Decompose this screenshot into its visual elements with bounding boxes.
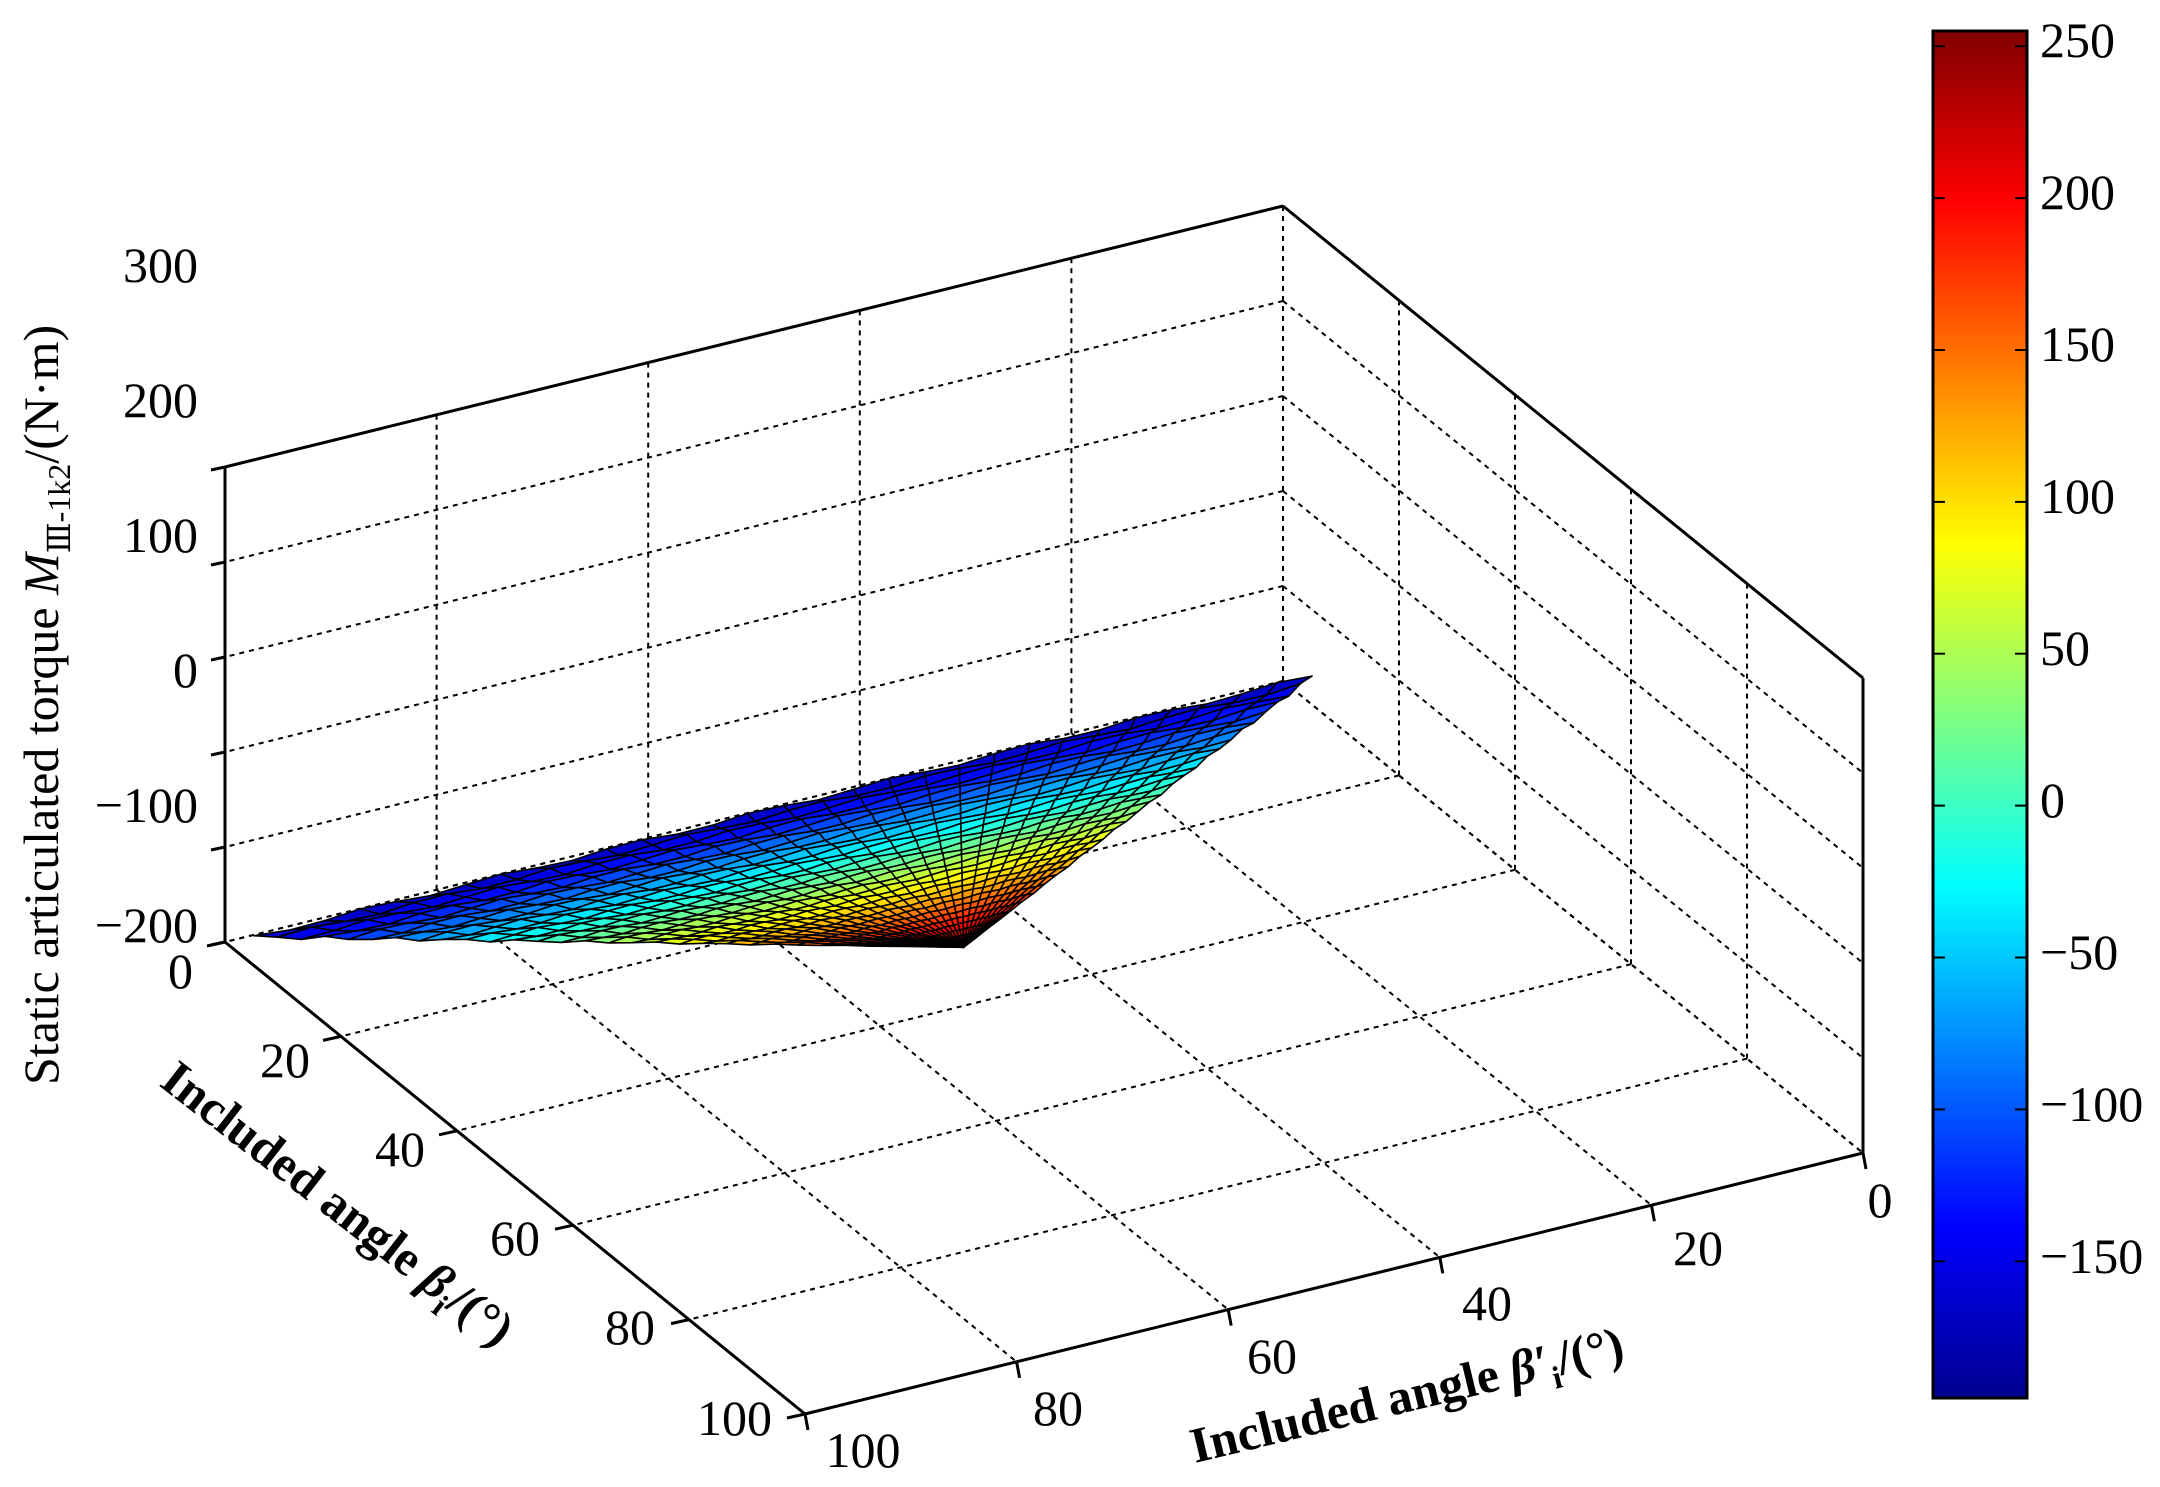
- y-tick-label: 0: [168, 943, 193, 999]
- grid-line: [688, 1057, 1748, 1321]
- surface-patch: [915, 945, 943, 948]
- colorbar-tick-label: 50: [2040, 620, 2090, 676]
- x-tick-mark: [1649, 1204, 1656, 1222]
- surface-patch: [939, 945, 965, 949]
- y-tick-label: 20: [260, 1032, 310, 1088]
- y-tick-mark: [322, 1034, 342, 1042]
- x-tick-labels: 0 20 40 60 80 100: [826, 1172, 1893, 1478]
- grid-line: [456, 868, 1516, 1132]
- colorbar-tick-label: 150: [2040, 316, 2115, 372]
- grid-line: [224, 585, 1284, 848]
- grid-line: [1282, 300, 1864, 774]
- x-tick-label: 20: [1673, 1220, 1723, 1276]
- x-tick-mark: [803, 1413, 810, 1431]
- y-tick-label: 80: [605, 1299, 655, 1355]
- x-tick-label: 60: [1247, 1328, 1297, 1384]
- z-tick-label: 0: [173, 642, 198, 698]
- z-tick-mark: [210, 750, 226, 757]
- colorbar-tick-labels: 250 200 150 100 50 0 −50 −100 −150: [2040, 12, 2143, 1284]
- grid-line: [1070, 732, 1653, 1206]
- axis-line: [1282, 204, 1864, 680]
- axis-line: [224, 204, 1284, 469]
- grid-line: [572, 963, 1632, 1227]
- colorbar-tick-label: 200: [2040, 164, 2115, 220]
- z-tick-labels: 300 200 100 0 −100 −200: [95, 237, 198, 953]
- z-tick-mark: [210, 655, 226, 662]
- y-tick-mark: [206, 940, 226, 948]
- z-tick-mark: [210, 845, 226, 852]
- x-tick-label: 0: [1868, 1172, 1893, 1228]
- grid-line: [224, 395, 1284, 658]
- colorbar-tick-label: 100: [2040, 468, 2115, 524]
- y-axis-label: Included angle βi/(°): [146, 1049, 525, 1363]
- x-tick-mark: [1015, 1361, 1022, 1379]
- y-tick-mark: [554, 1223, 574, 1231]
- surface-plot: [253, 675, 1313, 949]
- x-tick-mark: [1861, 1152, 1868, 1170]
- axis-line: [804, 1151, 1864, 1416]
- colorbar-tick-label: −50: [2040, 924, 2118, 980]
- y-tick-label: 40: [375, 1121, 425, 1177]
- colorbar-tick-label: −100: [2040, 1076, 2143, 1132]
- x-tick-label: 40: [1462, 1275, 1512, 1331]
- z-tick-mark: [210, 560, 226, 567]
- y-tick-mark: [670, 1318, 690, 1326]
- z-tick-label: 200: [123, 372, 198, 428]
- y-tick-labels: 0 20 40 60 80 100: [168, 943, 772, 1446]
- z-axis-label: Static articulated torque MⅢ-1k2/(N·m): [13, 325, 77, 1085]
- z-tick-mark: [210, 465, 226, 472]
- axes: [206, 204, 1868, 1431]
- y-tick-mark: [438, 1129, 458, 1137]
- colorbar-tick-label: 0: [2040, 772, 2065, 828]
- colorbar: [1931, 29, 2029, 1400]
- y-tick-label: 100: [697, 1390, 772, 1446]
- x-tick-label: 100: [826, 1422, 901, 1478]
- colorbar-tick-label: −150: [2040, 1228, 2143, 1284]
- x-tick-mark: [1438, 1257, 1445, 1274]
- x-tick-mark: [1226, 1309, 1233, 1326]
- grid-line: [1282, 680, 1864, 1154]
- grid-line: [435, 889, 1018, 1363]
- grid-line: [224, 300, 1284, 563]
- z-tick-label: −200: [95, 897, 198, 953]
- y-tick-label: 60: [490, 1210, 540, 1266]
- z-tick-label: 300: [123, 237, 198, 293]
- colorbar-tick-label: 250: [2040, 12, 2115, 68]
- grid-line: [1282, 585, 1864, 1059]
- grid-line: [1282, 395, 1864, 869]
- colorbar-tick-marks: [1933, 45, 2027, 1263]
- surface-patch: [891, 944, 920, 948]
- z-tick-label: −100: [95, 777, 198, 833]
- z-tick-label: 100: [123, 507, 198, 563]
- grid-line: [224, 490, 1284, 753]
- y-tick-mark: [786, 1412, 806, 1420]
- grid-line: [1282, 490, 1864, 964]
- axis-line: [224, 940, 806, 1416]
- x-tick-label: 80: [1033, 1380, 1083, 1436]
